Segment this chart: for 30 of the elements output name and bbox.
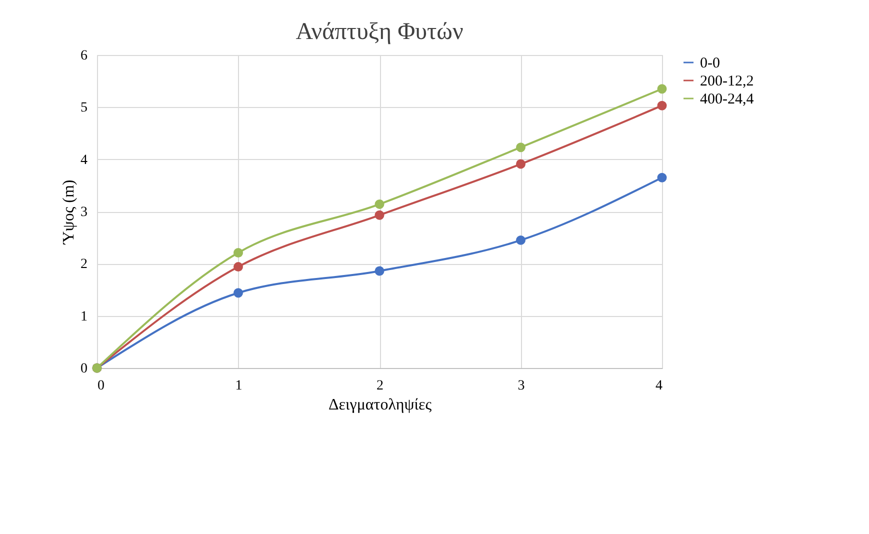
x-axis-title: Δειγματοληψίες [328, 396, 432, 414]
legend-label: 200-12,2 [700, 74, 754, 90]
y-tick-label: 5 [80, 100, 88, 116]
x-tick-label: 2 [376, 378, 384, 394]
point [234, 288, 243, 298]
point [516, 159, 526, 169]
y-tick-label: 6 [80, 48, 88, 64]
point [234, 262, 243, 272]
point [234, 248, 243, 258]
y-tick-label: 1 [80, 309, 88, 324]
legend-label: 0-0 [700, 56, 720, 72]
point [374, 266, 384, 276]
point [516, 235, 526, 245]
y-tick-label: 4 [80, 152, 88, 168]
y-tick-label: 3 [80, 205, 88, 220]
point [374, 199, 384, 209]
point [657, 84, 667, 94]
y-axis-title: Ύψος (m) [60, 180, 78, 246]
chart-title: Ανάπτυξη Φυτών [296, 19, 464, 45]
point [657, 100, 667, 110]
x-tick-label: 4 [656, 378, 662, 394]
y-tick-label: 2 [80, 257, 88, 272]
point [516, 142, 526, 152]
y-tick-label: 0 [80, 362, 88, 376]
legend-label: 400-24,4 [700, 92, 754, 108]
point [657, 172, 667, 182]
x-tick-label: 1 [235, 378, 242, 394]
point [374, 210, 384, 220]
x-tick-label: 3 [518, 378, 525, 394]
x-tick-label: 0 [98, 378, 104, 394]
